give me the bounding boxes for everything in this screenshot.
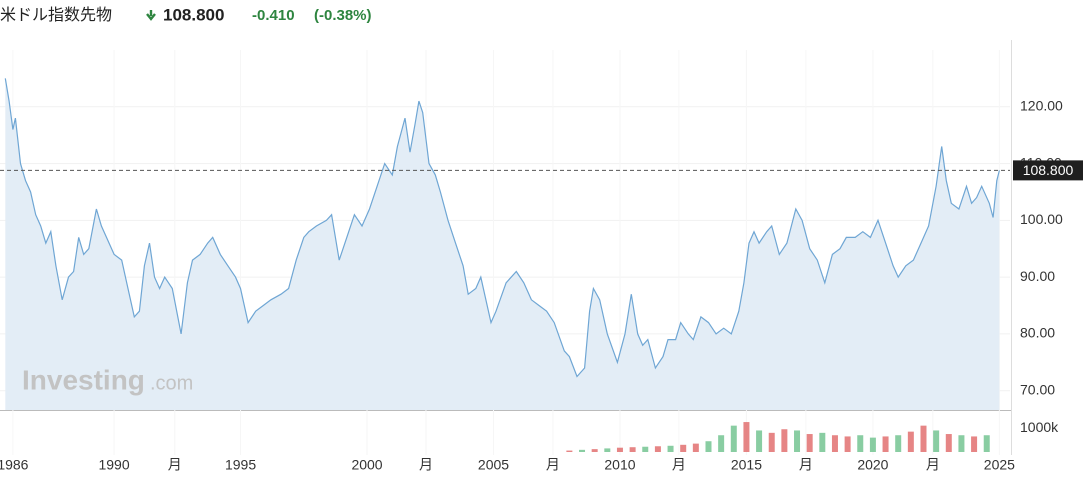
price: 108.800 xyxy=(163,5,224,24)
volume-bar xyxy=(831,435,838,452)
volume-bar xyxy=(591,449,598,452)
x-tick-label: 2020 xyxy=(857,457,888,473)
plot xyxy=(0,78,1010,411)
x-tick-label: 2015 xyxy=(731,457,762,473)
y-tick-label: 90.00 xyxy=(1020,268,1055,284)
x-tick-label: 2000 xyxy=(351,457,382,473)
x-tick-label: 月 xyxy=(799,457,813,473)
volume-bar xyxy=(971,436,978,452)
y-tick-label: 70.00 xyxy=(1020,381,1055,397)
x-tick-label: 1995 xyxy=(225,457,256,473)
volume-bar xyxy=(844,436,851,452)
watermark: .com xyxy=(150,372,193,394)
volume-bar xyxy=(579,449,586,452)
volume-bar xyxy=(882,436,889,452)
x-tick-label: 2010 xyxy=(604,457,635,473)
volume-bar xyxy=(692,443,699,452)
volume-bar xyxy=(616,447,623,452)
down-arrow xyxy=(146,10,156,21)
volume-bar xyxy=(895,435,902,452)
price-tag xyxy=(1013,160,1083,181)
volume-bar xyxy=(705,441,712,452)
volume-bar xyxy=(680,444,687,452)
volume-bar xyxy=(768,432,775,452)
labels: Investing .com 70.0080.0090.00100.00110.… xyxy=(0,97,1083,473)
watermark: Investing xyxy=(22,364,145,395)
volume-bar xyxy=(933,430,940,452)
volume-bar xyxy=(756,430,763,452)
volume-bar xyxy=(806,434,813,452)
change: -0.410 xyxy=(252,7,295,24)
volume-bar xyxy=(654,446,661,452)
volume-bar xyxy=(743,422,750,452)
volume-bar xyxy=(819,432,826,452)
change-pct: (-0.38%) xyxy=(314,7,372,24)
x-tick-label: 2025 xyxy=(984,457,1015,473)
x-tick-label: 月 xyxy=(926,457,940,473)
x-tick-label: 1986 xyxy=(0,457,29,473)
line xyxy=(4,78,1000,378)
volume-bar xyxy=(945,434,952,452)
y-tick-label: 120.00 xyxy=(1020,97,1063,113)
y-tick-label: 100.00 xyxy=(1020,211,1063,227)
volume-bar xyxy=(958,435,965,452)
volume-panel xyxy=(566,422,990,452)
x-tick-label: 月 xyxy=(672,457,686,473)
x-tick-label: 月 xyxy=(546,457,560,473)
volume-bar xyxy=(667,445,674,452)
volume-bar xyxy=(869,437,876,452)
y-tick-label: 80.00 xyxy=(1020,325,1055,341)
x-tick-label: 月 xyxy=(419,457,433,473)
title: 米ドル指数先物 xyxy=(0,6,112,24)
volume-bar xyxy=(857,435,864,452)
volume-bar xyxy=(920,425,927,452)
area xyxy=(5,78,1000,411)
volume-bar xyxy=(781,429,788,452)
price-tag-label: 108.800 xyxy=(1023,162,1074,178)
volume-bar xyxy=(907,431,914,452)
volume-bar xyxy=(629,447,636,452)
volume-bar xyxy=(642,446,649,452)
volume-bar xyxy=(730,425,737,452)
x-tick-label: 月 xyxy=(168,457,182,473)
volume-bar xyxy=(718,435,725,452)
volume-bar xyxy=(794,430,801,452)
volume-tick-label: 1000k xyxy=(1020,419,1059,435)
volume-bar xyxy=(604,448,611,452)
x-tick-label: 1990 xyxy=(98,457,129,473)
volume-bar xyxy=(983,435,990,452)
volume-bar xyxy=(566,450,573,452)
x-tick-label: 2005 xyxy=(478,457,509,473)
